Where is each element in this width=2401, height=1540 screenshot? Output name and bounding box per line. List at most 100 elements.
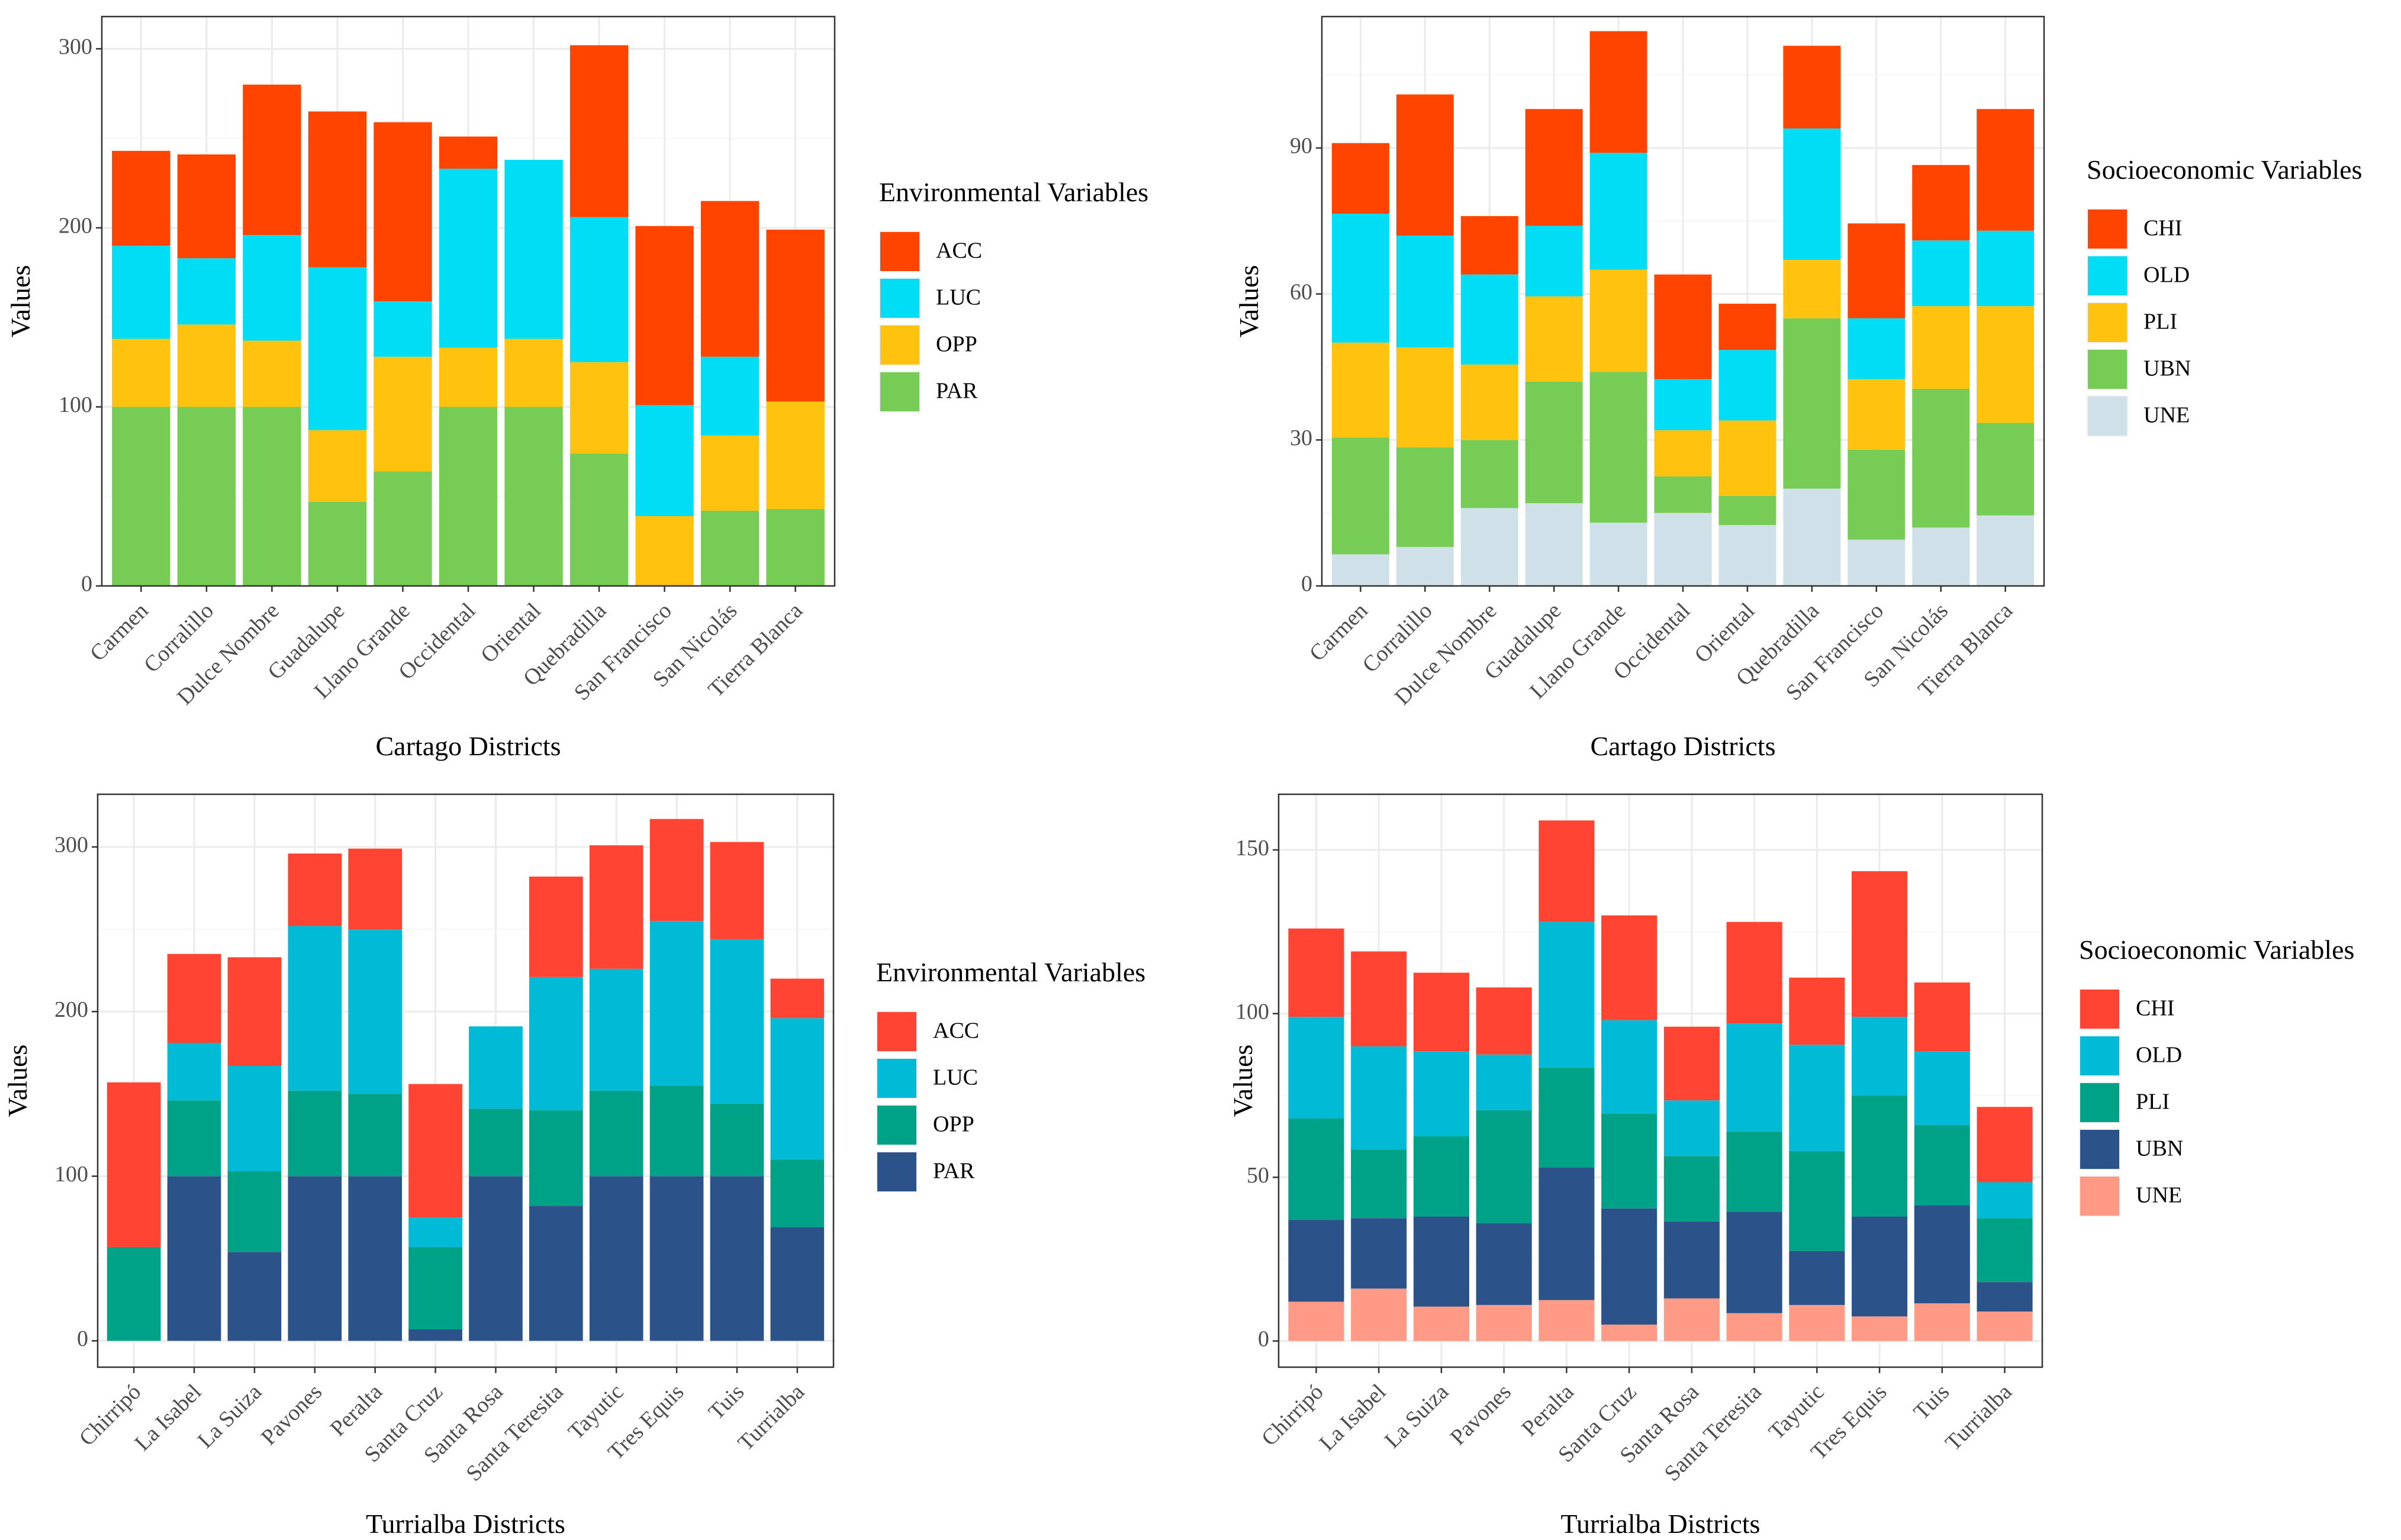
bar-segment-chi xyxy=(1413,972,1469,1052)
bar-segment-une xyxy=(1912,527,1970,586)
bar-segment-chi xyxy=(1852,871,1908,1017)
x-tick-label: La Suiza xyxy=(1380,1380,1454,1454)
legend-label-luc: LUC xyxy=(936,285,981,310)
bar-segment-old xyxy=(1331,214,1389,343)
bar-segment-luc xyxy=(700,356,759,436)
y-tick-label: 0 xyxy=(81,572,92,597)
bar-segment-une xyxy=(1789,1304,1845,1341)
bar-segment-old xyxy=(1726,1023,1782,1132)
legend-swatch-acc xyxy=(880,232,919,271)
legend-label-chi: CHI xyxy=(2143,216,2182,241)
bar-segment-acc xyxy=(569,45,629,217)
bar-segment-par xyxy=(469,1176,523,1341)
bar-segment-acc xyxy=(408,1084,462,1217)
bar-segment-une xyxy=(1288,1301,1344,1341)
panel-border xyxy=(96,793,835,1368)
legend-swatch-pli xyxy=(2088,303,2127,342)
bar-segment-old xyxy=(1663,1100,1720,1156)
bar-segment-opp xyxy=(408,1246,462,1330)
bar-segment-pli xyxy=(1525,296,1583,382)
bar-segment-opp xyxy=(589,1090,643,1177)
bar-segment-ubn xyxy=(1852,1216,1908,1317)
bar-segment-opp xyxy=(529,1110,583,1206)
bar-segment-pli xyxy=(1539,1067,1595,1168)
bar-segment-une xyxy=(1852,1316,1908,1341)
bar-segment-opp xyxy=(374,356,432,472)
x-tick-label: La Suiza xyxy=(193,1380,267,1454)
bar-segment-luc xyxy=(288,926,342,1091)
bar-segment-ubn xyxy=(1726,1212,1782,1313)
x-tick-label: Pavones xyxy=(256,1380,327,1450)
legend-swatch-old xyxy=(2088,256,2127,295)
bar-segment-old xyxy=(1912,240,1970,307)
bar-segment-chi xyxy=(1396,94,1454,236)
bar-segment-opp xyxy=(227,1171,282,1252)
y-axis-title: Values xyxy=(5,265,36,338)
legend-swatch-chi xyxy=(2080,990,2119,1029)
bar-segment-luc xyxy=(589,968,643,1091)
bar-segment-une xyxy=(1718,525,1776,586)
bar-segment-pli xyxy=(1718,420,1776,496)
bar-segment-pli xyxy=(1589,269,1647,372)
bar-segment-ubn xyxy=(1783,318,1841,489)
bar-segment-une xyxy=(1914,1303,1970,1341)
bar-segment-ubn xyxy=(1848,449,1906,540)
bar-segment-ubn xyxy=(1396,447,1454,547)
bar-segment-chi xyxy=(1783,46,1841,129)
bar-segment-pli xyxy=(1460,364,1518,440)
legend-title: Environmental Variables xyxy=(879,177,1148,207)
legend-label-par: PAR xyxy=(936,379,978,404)
bar-segment-par xyxy=(112,407,170,586)
bar-segment-une xyxy=(1589,523,1647,586)
bar-segment-opp xyxy=(766,401,825,509)
bar-segment-pli xyxy=(1912,306,1970,389)
bar-segment-pli xyxy=(1331,342,1389,438)
bar-segment-luc xyxy=(770,1018,825,1160)
bar-segment-luc xyxy=(469,1026,523,1109)
bar-segment-une xyxy=(1539,1300,1595,1341)
legend-label-opp: OPP xyxy=(933,1112,974,1137)
bar-segment-chi xyxy=(1288,928,1344,1017)
bar-segment-par xyxy=(348,1176,403,1341)
legend: Environmental Variables ACC LUC OPP PAR xyxy=(879,177,1148,413)
y-tick-label: 90 xyxy=(1290,134,1312,159)
bar-segment-acc xyxy=(107,1082,161,1247)
legend-label-une: UNE xyxy=(2136,1183,2182,1208)
bar-segment-opp xyxy=(308,430,367,502)
bar-segment-opp xyxy=(167,1100,221,1177)
bar-segment-pli xyxy=(1396,347,1454,447)
bar-segment-luc xyxy=(112,246,170,339)
bar-segment-par xyxy=(766,508,825,586)
bar-segment-old xyxy=(1413,1051,1469,1137)
bar-segment-une xyxy=(1977,515,2035,586)
bar-segment-luc xyxy=(635,405,694,517)
legend-title: Socioeconomic Variables xyxy=(2087,154,2362,185)
bar-segment-acc xyxy=(710,842,764,939)
x-tick-label: La Isabel xyxy=(1315,1380,1391,1456)
bar-segment-chi xyxy=(1914,982,1970,1052)
bar-segment-chi xyxy=(1331,143,1389,214)
bar-segment-opp xyxy=(177,324,236,407)
bar-segment-acc xyxy=(243,84,301,236)
bar-segment-ubn xyxy=(1914,1205,1970,1304)
legend-swatch-une xyxy=(2088,397,2127,436)
bar-segment-chi xyxy=(1718,304,1776,350)
bar-segment-old xyxy=(1589,153,1647,270)
bar-segment-luc xyxy=(408,1217,462,1247)
legend: Socioeconomic Variables CHI OLD PLI UBN UNE xyxy=(2087,154,2362,437)
bar-segment-luc xyxy=(439,169,498,348)
legend-swatch-pli xyxy=(2080,1083,2119,1122)
bar-segment-chi xyxy=(1977,109,2035,231)
bar-segment-luc xyxy=(167,1043,221,1101)
bar-segment-ubn xyxy=(1718,495,1776,526)
bar-segment-une xyxy=(1726,1313,1782,1341)
bar-segment-ubn xyxy=(1912,389,1970,528)
bar-segment-par xyxy=(649,1176,704,1341)
bar-segment-une xyxy=(1331,554,1389,586)
bar-segment-luc xyxy=(243,235,301,341)
bar-segment-opp xyxy=(112,339,170,407)
bar-segment-ubn xyxy=(1476,1223,1532,1305)
bar-segment-acc xyxy=(374,122,432,301)
bar-segment-old xyxy=(1848,318,1906,379)
bar-segment-une xyxy=(1601,1325,1657,1341)
